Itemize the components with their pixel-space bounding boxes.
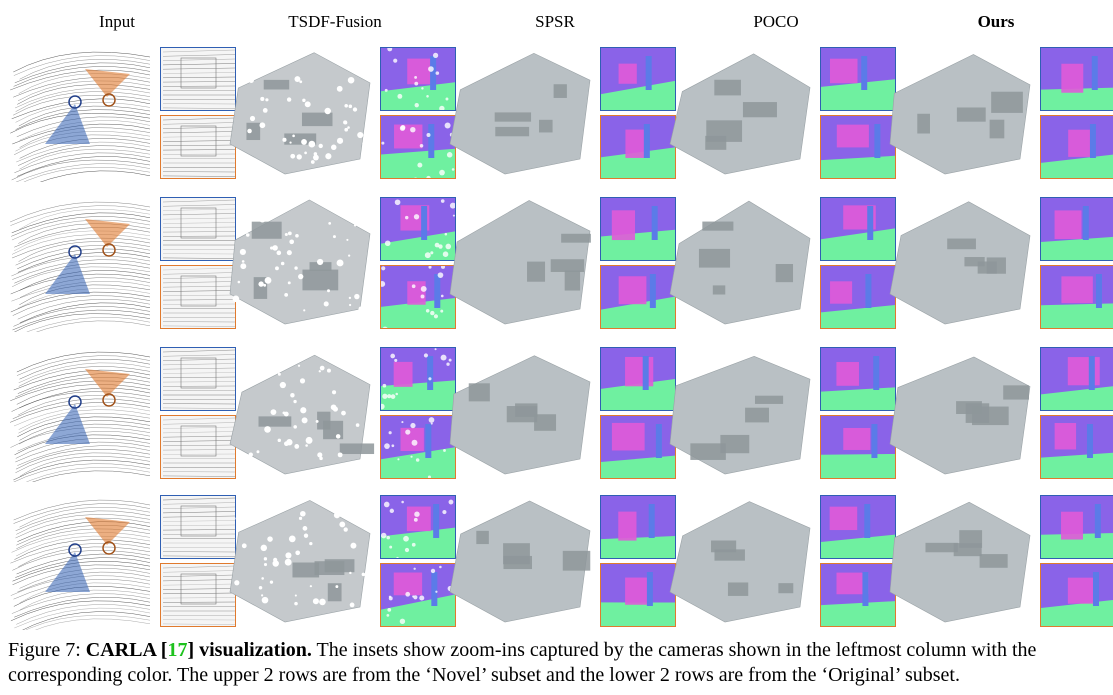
caption-prefix: Figure 7: xyxy=(8,639,86,661)
tsdf-orange-camera-inset xyxy=(380,563,456,627)
ours-reconstruction-image xyxy=(885,194,1035,332)
spsr-reconstruction-image xyxy=(445,344,595,482)
poco-blue-camera-inset xyxy=(820,197,896,261)
ours-orange-camera-inset xyxy=(1040,115,1113,179)
input-orange-camera-inset xyxy=(160,415,236,479)
header-tsdf-fusion: TSDF-Fusion xyxy=(288,12,382,31)
poco-reconstruction-image xyxy=(665,344,815,482)
ours-orange-camera-inset xyxy=(1040,563,1113,627)
spsr-blue-camera-inset xyxy=(600,47,676,111)
spsr-blue-camera-inset xyxy=(600,197,676,261)
spsr-reconstruction-image xyxy=(445,492,595,630)
spsr-blue-camera-inset xyxy=(600,347,676,411)
caption-title: CARLA [ xyxy=(85,639,168,661)
figure-row-2 xyxy=(0,194,1113,336)
tsdf-blue-camera-inset xyxy=(380,47,456,111)
spsr-orange-camera-inset xyxy=(600,415,676,479)
ours-reconstruction-image xyxy=(885,492,1035,630)
poco-orange-camera-inset xyxy=(820,265,896,329)
poco-blue-camera-inset xyxy=(820,47,896,111)
tsdf-orange-camera-inset xyxy=(380,415,456,479)
input-blue-camera-inset xyxy=(160,347,236,411)
tsdf-reconstruction-image xyxy=(225,492,375,630)
caption-title-end: ] visualization. xyxy=(187,639,312,661)
input-blue-camera-inset xyxy=(160,495,236,559)
tsdf-orange-camera-inset xyxy=(380,115,456,179)
ours-reconstruction-image xyxy=(885,344,1035,482)
poco-orange-camera-inset xyxy=(820,415,896,479)
ours-blue-camera-inset xyxy=(1040,197,1113,261)
ours-blue-camera-inset xyxy=(1040,47,1113,111)
tsdf-blue-camera-inset xyxy=(380,197,456,261)
input-blue-camera-inset xyxy=(160,47,236,111)
input-reconstruction-image xyxy=(5,44,155,182)
ours-reconstruction-image xyxy=(885,44,1035,182)
tsdf-orange-camera-inset xyxy=(380,265,456,329)
spsr-orange-camera-inset xyxy=(600,115,676,179)
figure-row-3 xyxy=(0,344,1113,486)
poco-reconstruction-image xyxy=(665,44,815,182)
poco-reconstruction-image xyxy=(665,492,815,630)
caption-ref-link[interactable]: 17 xyxy=(167,639,188,661)
input-reconstruction-image xyxy=(5,344,155,482)
spsr-orange-camera-inset xyxy=(600,563,676,627)
input-blue-camera-inset xyxy=(160,197,236,261)
column-headers: Input TSDF-Fusion SPSR POCO Ours xyxy=(0,0,1113,44)
spsr-reconstruction-image xyxy=(445,194,595,332)
header-poco: POCO xyxy=(753,12,799,31)
spsr-blue-camera-inset xyxy=(600,495,676,559)
tsdf-blue-camera-inset xyxy=(380,495,456,559)
poco-reconstruction-image xyxy=(665,194,815,332)
input-orange-camera-inset xyxy=(160,563,236,627)
ours-orange-camera-inset xyxy=(1040,265,1113,329)
header-spsr: SPSR xyxy=(535,12,575,31)
tsdf-reconstruction-image xyxy=(225,44,375,182)
caption-body: The insets show zoom-ins captured by the… xyxy=(8,639,1037,686)
figure-row-1 xyxy=(0,44,1113,186)
tsdf-blue-camera-inset xyxy=(380,347,456,411)
poco-blue-camera-inset xyxy=(820,495,896,559)
spsr-reconstruction-image xyxy=(445,44,595,182)
tsdf-reconstruction-image xyxy=(225,344,375,482)
ours-blue-camera-inset xyxy=(1040,347,1113,411)
tsdf-reconstruction-image xyxy=(225,194,375,332)
input-reconstruction-image xyxy=(5,194,155,332)
poco-orange-camera-inset xyxy=(820,115,896,179)
figure-caption: Figure 7: CARLA [17] visualization. The … xyxy=(8,638,1108,688)
figure-row-4 xyxy=(0,492,1113,634)
poco-blue-camera-inset xyxy=(820,347,896,411)
input-orange-camera-inset xyxy=(160,265,236,329)
ours-orange-camera-inset xyxy=(1040,415,1113,479)
figure-grid xyxy=(0,44,1113,634)
input-reconstruction-image xyxy=(5,492,155,630)
ours-blue-camera-inset xyxy=(1040,495,1113,559)
header-input: Input xyxy=(99,12,135,31)
input-orange-camera-inset xyxy=(160,115,236,179)
header-ours: Ours xyxy=(977,12,1015,31)
